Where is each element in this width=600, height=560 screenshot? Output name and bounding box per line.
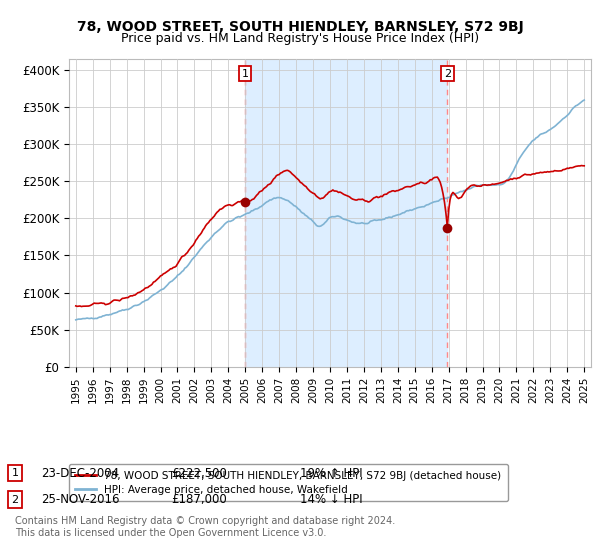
Bar bbox=[245, 59, 447, 367]
Text: Contains HM Land Registry data © Crown copyright and database right 2024.: Contains HM Land Registry data © Crown c… bbox=[15, 516, 395, 526]
Text: 23-DEC-2004: 23-DEC-2004 bbox=[41, 466, 119, 480]
Text: 2: 2 bbox=[11, 494, 19, 505]
Text: 1: 1 bbox=[11, 468, 19, 478]
Text: Price paid vs. HM Land Registry's House Price Index (HPI): Price paid vs. HM Land Registry's House … bbox=[121, 32, 479, 45]
Text: £222,500: £222,500 bbox=[171, 466, 227, 480]
Text: 1: 1 bbox=[241, 69, 248, 78]
Text: 14% ↓ HPI: 14% ↓ HPI bbox=[300, 493, 362, 506]
Text: £187,000: £187,000 bbox=[171, 493, 227, 506]
Text: This data is licensed under the Open Government Licence v3.0.: This data is licensed under the Open Gov… bbox=[15, 528, 326, 538]
Text: 78, WOOD STREET, SOUTH HIENDLEY, BARNSLEY, S72 9BJ: 78, WOOD STREET, SOUTH HIENDLEY, BARNSLE… bbox=[77, 20, 523, 34]
Text: 25-NOV-2016: 25-NOV-2016 bbox=[41, 493, 119, 506]
Text: 19% ↑ HPI: 19% ↑ HPI bbox=[300, 466, 362, 480]
Text: 2: 2 bbox=[444, 69, 451, 78]
Legend: 78, WOOD STREET, SOUTH HIENDLEY, BARNSLEY, S72 9BJ (detached house), HPI: Averag: 78, WOOD STREET, SOUTH HIENDLEY, BARNSLE… bbox=[69, 464, 508, 501]
